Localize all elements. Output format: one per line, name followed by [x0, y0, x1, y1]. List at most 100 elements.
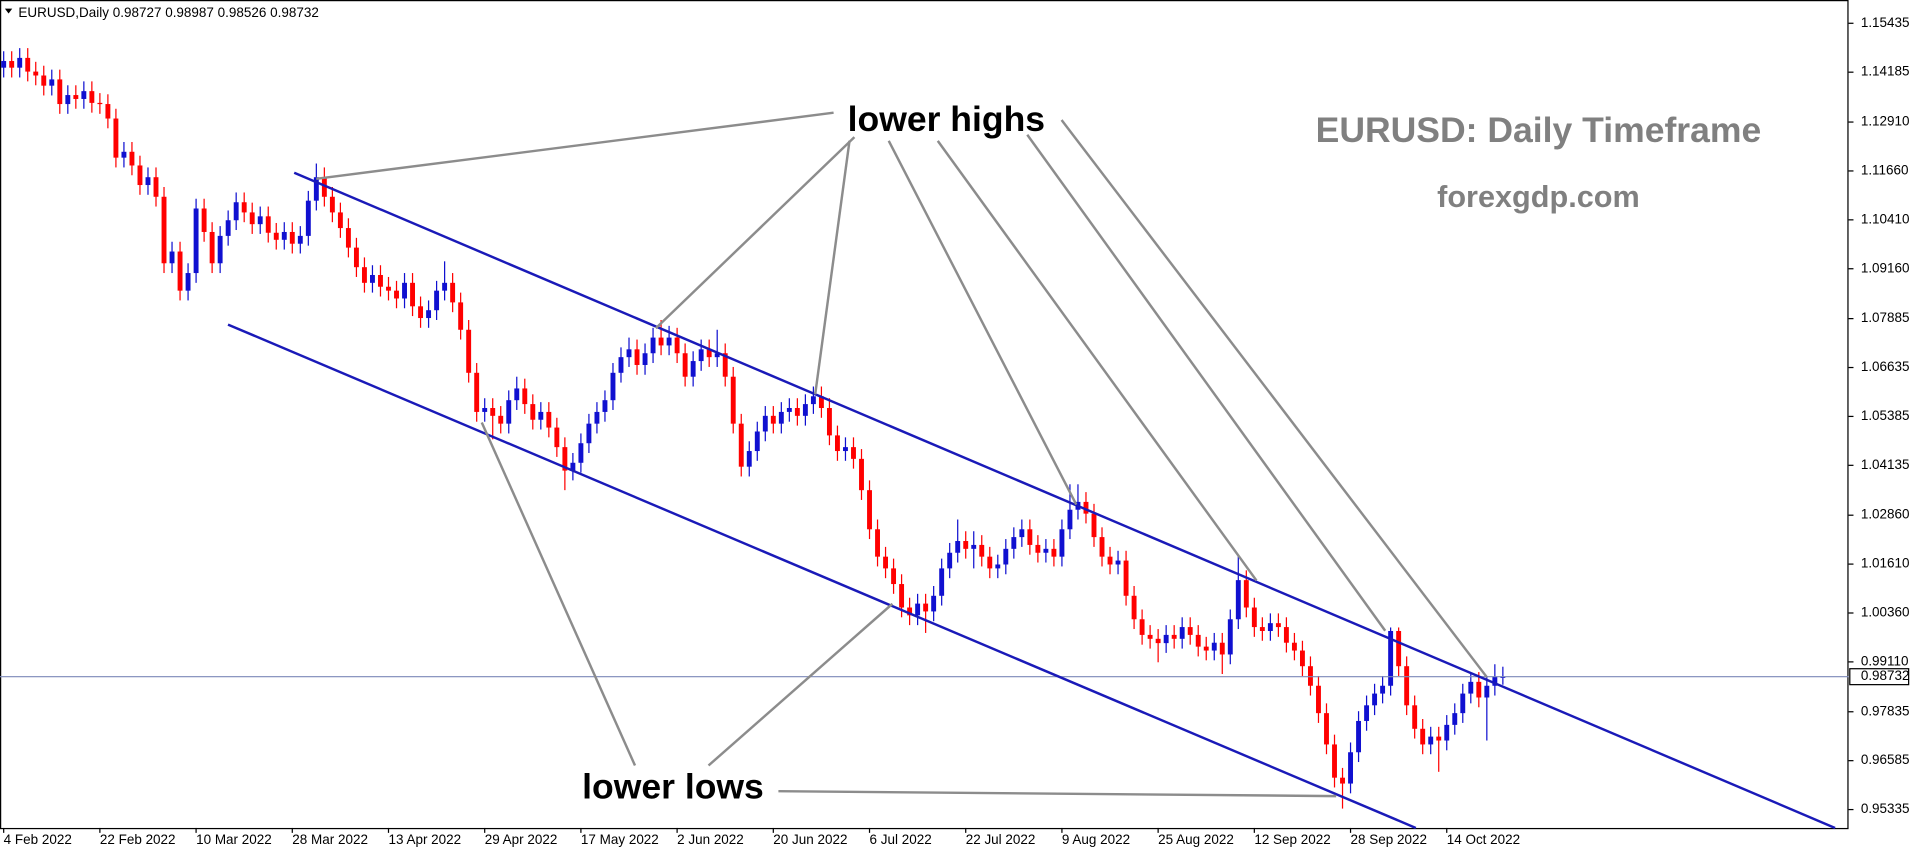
- candle-body: [201, 208, 207, 232]
- candle-body: [658, 337, 664, 346]
- pointer: [813, 140, 851, 395]
- candle-body: [209, 231, 215, 264]
- candle-body: [1340, 777, 1345, 784]
- candle-body: [698, 349, 704, 362]
- candle-body: [49, 79, 55, 86]
- candle-body: [1428, 736, 1434, 745]
- candle-body: [538, 411, 544, 420]
- candle-body: [1396, 630, 1402, 667]
- y-tick-label: 1.14185: [1861, 64, 1910, 79]
- candle-body: [843, 447, 848, 452]
- candle-body: [353, 247, 359, 268]
- candle-body: [642, 353, 648, 365]
- y-tick-label: 1.02860: [1861, 507, 1910, 522]
- candle-body: [1115, 560, 1121, 565]
- candle-body: [321, 177, 327, 197]
- candle-body: [979, 544, 985, 557]
- candle-body: [1484, 685, 1490, 698]
- candle-body: [963, 541, 969, 549]
- candle-body: [530, 404, 536, 420]
- candle-body: [1067, 509, 1073, 530]
- candle-body: [818, 396, 824, 409]
- candle-body: [442, 282, 448, 291]
- candle-body: [161, 196, 167, 264]
- y-tick-label: 1.07885: [1861, 310, 1910, 325]
- candle-body: [1444, 724, 1450, 741]
- upper-channel-line: [293, 171, 1836, 830]
- candle-body: [875, 529, 880, 557]
- candle-body: [899, 584, 905, 608]
- pointer: [1060, 119, 1488, 679]
- candle-body: [257, 216, 263, 225]
- candle-body: [947, 552, 953, 569]
- candle-body: [33, 71, 39, 76]
- candle-body: [1235, 580, 1241, 620]
- candle-body: [1195, 634, 1201, 647]
- candle-body: [297, 235, 303, 244]
- candle-body: [746, 451, 752, 467]
- candle-body: [1211, 642, 1217, 651]
- x-tick-label: 28 Sep 2022: [1351, 832, 1427, 847]
- candle-body: [490, 408, 496, 416]
- chart-title: EURUSD: Daily Timeframe: [1316, 110, 1762, 150]
- candle-body: [1059, 529, 1065, 557]
- candle-body: [923, 603, 929, 612]
- candle-body: [1227, 619, 1233, 655]
- candle-body: [754, 431, 760, 452]
- candle-body: [867, 490, 872, 530]
- candle-body: [121, 151, 127, 158]
- annotation: lower highs: [848, 99, 1045, 139]
- candle-body: [249, 212, 255, 225]
- candle-body: [770, 415, 776, 424]
- x-tick-label: 29 Apr 2022: [485, 832, 558, 847]
- candle-body: [1123, 560, 1129, 596]
- candle-body: [1251, 607, 1257, 628]
- candle-body: [265, 216, 271, 233]
- candle-body: [1035, 544, 1041, 553]
- candle-body: [562, 447, 568, 471]
- x-tick-label: 20 Jun 2022: [773, 832, 847, 847]
- x-tick-label: 28 Mar 2022: [292, 832, 368, 847]
- candle-body: [313, 177, 319, 201]
- candle-body: [738, 423, 744, 467]
- candle-body: [602, 400, 608, 412]
- candle-body: [1275, 623, 1281, 628]
- candle-body: [394, 290, 399, 299]
- y-tick-label: 1.15435: [1861, 15, 1910, 30]
- x-tick-label: 6 Jul 2022: [870, 832, 932, 847]
- candle-body: [859, 458, 864, 491]
- candle-body: [1380, 685, 1386, 694]
- candle-body: [378, 275, 383, 287]
- candle-body: [1412, 705, 1418, 729]
- candle-body: [9, 61, 15, 68]
- candle-body: [1163, 634, 1169, 644]
- candle-body: [361, 267, 367, 283]
- candle-body: [891, 568, 897, 585]
- candle-body: [137, 165, 143, 186]
- candle-body: [594, 411, 600, 424]
- candle-body: [418, 306, 424, 319]
- y-tick-label: 1.01610: [1861, 556, 1910, 571]
- x-tick-label: 22 Jul 2022: [966, 832, 1036, 847]
- candle-body: [1147, 634, 1153, 639]
- pointer: [707, 602, 894, 767]
- candle-body: [1099, 537, 1105, 557]
- high: 0.98987: [165, 5, 214, 20]
- candle-body: [329, 196, 335, 213]
- candle-body: [610, 372, 616, 401]
- candle-body: [1, 61, 7, 68]
- x-tick-label: 10 Mar 2022: [196, 832, 272, 847]
- y-tick-label: 1.05385: [1861, 408, 1910, 423]
- candle-body: [682, 353, 688, 377]
- y-tick-label: 1.00360: [1861, 605, 1910, 620]
- candle-body: [706, 349, 712, 358]
- candle-body: [650, 337, 656, 354]
- candle-body: [1155, 638, 1161, 644]
- candle-body: [1308, 666, 1313, 686]
- candle-body: [370, 275, 375, 283]
- candle-body: [995, 564, 1001, 569]
- plot-frame: [0, 0, 1849, 830]
- candle-body: [578, 443, 584, 463]
